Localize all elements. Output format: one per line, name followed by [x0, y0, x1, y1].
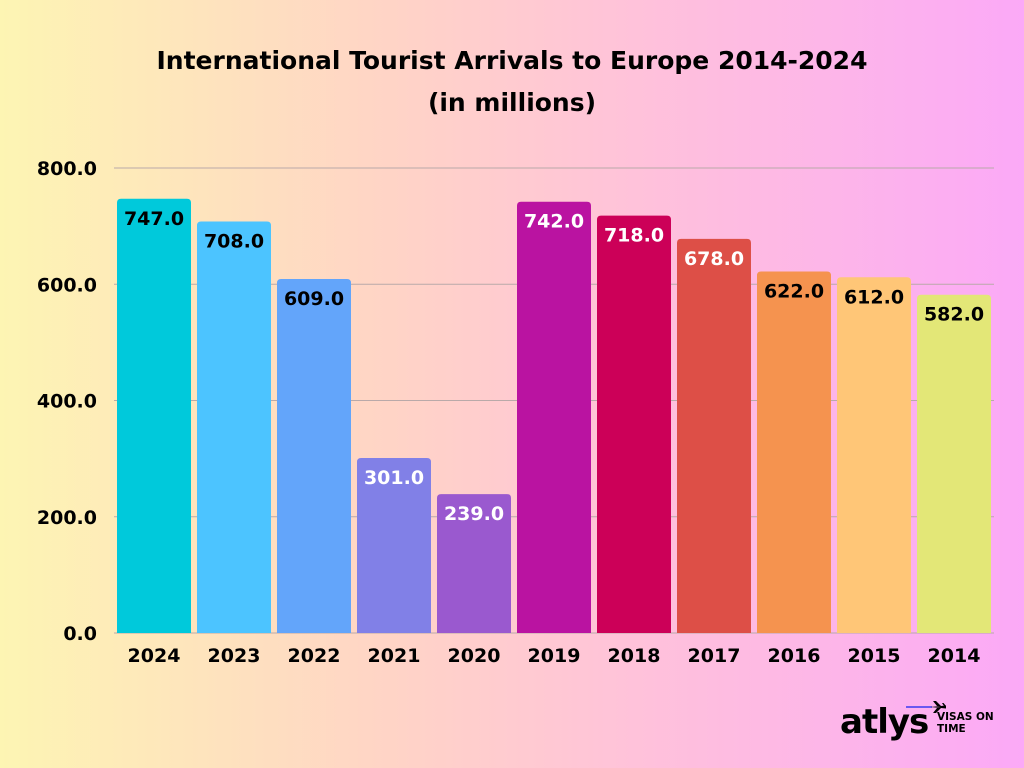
- bar: [597, 215, 671, 633]
- bar: [357, 458, 431, 633]
- logo-wordmark: atlys: [840, 702, 929, 742]
- bar: [837, 277, 911, 633]
- data-label: 612.0: [844, 286, 904, 308]
- bar: [117, 198, 191, 633]
- x-tick-label: 2015: [848, 645, 901, 667]
- x-tick-label: 2014: [928, 645, 981, 667]
- data-label: 622.0: [764, 280, 824, 302]
- bar: [917, 294, 991, 633]
- x-tick-label: 2017: [688, 645, 741, 667]
- data-label: 708.0: [204, 230, 264, 252]
- x-tick-label: 2018: [608, 645, 661, 667]
- bar: [197, 221, 271, 633]
- x-tick-label: 2023: [208, 645, 261, 667]
- chart-title-block: International Tourist Arrivals to Europe…: [0, 40, 1024, 124]
- data-label: 742.0: [524, 211, 584, 233]
- y-tick-label: 800.0: [37, 158, 97, 180]
- y-tick-label: 200.0: [37, 507, 97, 529]
- bar: [677, 238, 751, 633]
- x-tick-label: 2016: [768, 645, 821, 667]
- bar: [757, 271, 831, 633]
- chart-subtitle: (in millions): [427, 88, 597, 117]
- y-tick-label: 400.0: [37, 391, 97, 413]
- y-tick-label: 0.0: [63, 623, 97, 645]
- bars: [117, 198, 991, 633]
- x-tick-label: 2019: [528, 645, 581, 667]
- airplane-icon: [906, 701, 946, 713]
- data-label: 609.0: [284, 288, 344, 310]
- chart-title: International Tourist Arrivals to Europe…: [156, 46, 868, 75]
- x-tick-label: 2021: [368, 645, 421, 667]
- bar: [517, 201, 591, 633]
- bar: [437, 494, 511, 633]
- data-labels: 747.0 708.0 609.0 301.0 239.0 742.0 718.0 678.0…: [124, 208, 984, 525]
- data-label: 301.0: [364, 467, 424, 489]
- logo-tagline: VISAS ON TIME: [937, 711, 1007, 735]
- logo-tagline-line2: TIME: [937, 723, 966, 735]
- y-axis: 0.0 200.0 400.0 600.0 800.0: [37, 158, 97, 645]
- data-label: 582.0: [924, 304, 984, 326]
- atlys-logo: atlys VISAS ON TIME: [840, 700, 1010, 750]
- y-tick-label: 600.0: [37, 274, 97, 296]
- data-label: 718.0: [604, 225, 664, 247]
- x-tick-label: 2022: [288, 645, 341, 667]
- x-tick-label: 2020: [448, 645, 501, 667]
- bar: [277, 279, 351, 633]
- x-tick-label: 2024: [128, 645, 181, 667]
- data-label: 239.0: [444, 503, 504, 525]
- x-axis: 2024 2023 2022 2021 2020 2019 2018 2017 2016 2015…: [128, 645, 981, 667]
- data-label: 747.0: [124, 208, 184, 230]
- data-label: 678.0: [684, 248, 744, 270]
- logo-tagline-line1: VISAS ON: [937, 711, 994, 723]
